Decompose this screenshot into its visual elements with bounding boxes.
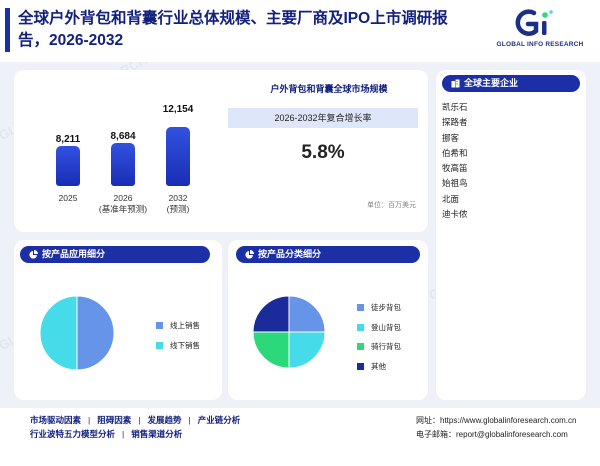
cagr-value: 5.8% — [301, 142, 345, 163]
market-size-panel: 8,211 8,684 12,154 2025 2026 (基准年预测) 203… — [14, 70, 428, 232]
bar-2026 — [111, 143, 135, 186]
bar-sublabel: (预测) — [166, 204, 190, 214]
logo-text: GLOBAL INFO RESEARCH — [496, 41, 584, 48]
pie-slice-线上销售 — [76, 295, 115, 371]
website-line: 网址：https://www.globalinforesearch.com.cn — [416, 414, 600, 428]
bar-year: 2032 — [168, 193, 188, 203]
legend-label: 线下销售 — [170, 340, 200, 350]
bar-sublabel: (基准年预测) — [98, 204, 148, 214]
pie-slice-骑行背包 — [252, 331, 290, 369]
bar-value-2025: 8,211 — [55, 134, 81, 145]
contact-info: 网址：https://www.globalinforesearch.com.cn… — [416, 414, 600, 442]
pie-slice-其他 — [252, 295, 290, 333]
website-label: 网址： — [416, 416, 440, 425]
legend-label: 其他 — [371, 361, 386, 371]
company-item: 始祖鸟 — [442, 178, 468, 189]
companies-heading-label: 全球主要企业 — [464, 78, 519, 88]
company-item: 牧高笛 — [442, 163, 468, 174]
application-pie-chart — [39, 295, 115, 371]
cagr-label: 2026-2032年复合增长率 — [228, 108, 418, 128]
legend-label: 骑行背包 — [371, 342, 401, 351]
topic-link: 行业波特五力模型分析 — [30, 428, 116, 439]
legend-item: 其他 — [357, 362, 423, 382]
bar-2032 — [166, 127, 190, 186]
topic-link: 销售渠道分析 — [131, 428, 183, 439]
cagr-box: 2026-2032年复合增长率 5.8% — [228, 108, 418, 208]
bar-year: 2025 — [58, 193, 78, 203]
bar-label-2026: 2026 (基准年预测) — [88, 193, 158, 215]
company-item: 凯乐石 — [442, 102, 468, 112]
company-item: 探路者 — [442, 117, 468, 128]
company-item: 北面 — [442, 193, 460, 204]
bar-label-2032: 2032 (预测) — [143, 193, 213, 215]
product-legend: 徒步背包 登山背包 骑行背包 其他 — [357, 303, 423, 381]
company-item: 挪客 — [442, 132, 460, 143]
company-list: 凯乐石 探路者 挪客 伯希和 牧高笛 始祖鸟 北面 迪卡侬 — [442, 100, 582, 222]
application-segment-heading-label: 按产品应用细分 — [42, 249, 106, 259]
email-link[interactable]: report@globalinforesearch.com — [456, 430, 568, 439]
topic-link: 市场驱动因素 — [30, 415, 82, 425]
product-segment-heading-label: 按产品分类细分 — [258, 249, 322, 259]
companies-panel: 全球主要企业 凯乐石 探路者 挪客 伯希和 牧高笛 始祖鸟 北面 迪卡侬 — [436, 70, 586, 400]
legend-item: 线下销售 — [156, 341, 220, 361]
website-link[interactable]: https://www.globalinforesearch.com.cn — [440, 416, 577, 425]
bar-2025 — [56, 146, 80, 186]
legend-swatch — [156, 322, 163, 329]
topic-line-1: 市场驱动因素 | 阻碍因素 | 发展趋势 | 产业链分析 — [30, 415, 241, 425]
gi-logo-icon — [515, 9, 553, 36]
legend-swatch — [357, 343, 364, 350]
application-legend: 线上销售 线下销售 — [156, 321, 220, 360]
product-pie-chart — [252, 295, 326, 369]
application-segment-panel: 按产品应用细分 线上销售 线下销售 — [14, 240, 222, 400]
bar-year: 2026 — [113, 193, 133, 203]
legend-swatch — [357, 323, 364, 331]
company-item: 迪卡侬 — [442, 209, 468, 220]
topic-links: 市场驱动因素 | 阻碍因素 | 发展趋势 | 产业链分析 行业波特五力模型分析 | 销售渠道分析 — [30, 414, 390, 441]
topic-link: 发展趋势 — [147, 415, 182, 425]
legend-label: 登山背包 — [371, 322, 401, 332]
product-segment-panel: 按产品分类细分 徒步背包 登山背包 骑行背包 其他 — [228, 240, 428, 400]
header: 全球户外背包和背囊行业总体规模、主要厂商及IPO上市调研报告，2026-2032… — [0, 0, 600, 62]
legend-swatch — [357, 304, 364, 311]
legend-swatch — [156, 341, 163, 349]
legend-label: 徒步背包 — [371, 303, 401, 312]
company-logo: GLOBAL INFO RESEARCH — [488, 9, 592, 53]
pie-slice-线下销售 — [39, 295, 78, 371]
bar-value-2032: 12,154 — [162, 104, 194, 115]
companies-heading: 全球主要企业 — [442, 75, 580, 92]
legend-item: 线上销售 — [156, 321, 220, 341]
topic-line-2: 行业波特五力模型分析 | 销售渠道分析 — [30, 428, 183, 439]
unit-note: 单位：百万美元 — [367, 202, 416, 209]
legend-item: 登山背包 — [357, 323, 423, 343]
building-icon — [451, 79, 460, 88]
market-title: 户外背包和背囊全球市场规模 — [270, 84, 388, 94]
bar-label-2025: 2025 — [33, 193, 103, 204]
bar-value-2026: 8,684 — [110, 131, 136, 142]
topic-link: 产业链分析 — [197, 415, 241, 425]
pie-slice-登山背包 — [288, 331, 326, 369]
pie-chart-icon — [245, 250, 254, 259]
company-item: 伯希和 — [442, 147, 468, 158]
legend-label: 线上销售 — [170, 321, 200, 330]
legend-item: 徒步背包 — [357, 303, 423, 323]
legend-swatch — [357, 362, 364, 370]
topic-link: 阻碍因素 — [97, 415, 132, 425]
bar-chart: 8,211 8,684 12,154 2025 2026 (基准年预测) 203… — [34, 80, 234, 230]
page-title: 全球户外背包和背囊行业总体规模、主要厂商及IPO上市调研报告，2026-2032 — [18, 10, 448, 49]
product-segment-heading: 按产品分类细分 — [236, 246, 420, 263]
pie-slice-徒步背包 — [288, 295, 326, 333]
application-segment-heading: 按产品应用细分 — [20, 246, 210, 263]
email-line: 电子邮箱：report@globalinforesearch.com — [416, 428, 600, 442]
title-accent-bar — [5, 8, 10, 52]
legend-item: 骑行背包 — [357, 342, 423, 362]
email-label: 电子邮箱： — [416, 430, 456, 439]
pie-chart-icon — [29, 250, 38, 259]
footer: 市场驱动因素 | 阻碍因素 | 发展趋势 | 产业链分析 行业波特五力模型分析 | 销售渠道分析… — [0, 408, 600, 466]
